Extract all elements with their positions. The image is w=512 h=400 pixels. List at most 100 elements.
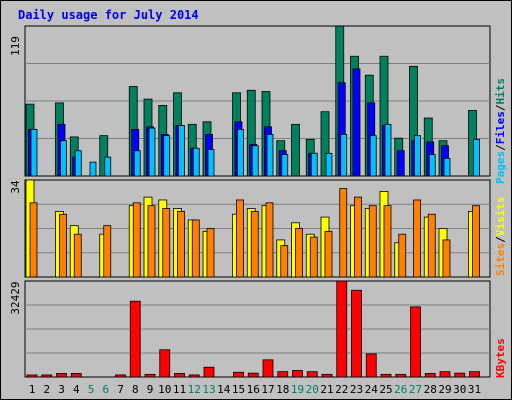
pages-bar-1 bbox=[30, 128, 38, 177]
kbytes-bar-15 bbox=[233, 371, 244, 378]
hits-bar-21 bbox=[320, 111, 330, 177]
kbytes-bar-18 bbox=[277, 371, 289, 378]
day-label-6: 6 bbox=[102, 383, 109, 396]
sites-bar-13 bbox=[206, 228, 215, 278]
kbytes-bar-7 bbox=[115, 374, 126, 378]
sites-bar-27 bbox=[413, 199, 421, 278]
files-bar-26 bbox=[396, 150, 405, 177]
svg-text:Pages/Files/Hits: Pages/Files/Hits bbox=[494, 78, 507, 184]
day-label-24: 24 bbox=[365, 383, 379, 396]
day-label-2: 2 bbox=[43, 383, 50, 396]
day-label-11: 11 bbox=[173, 383, 186, 396]
pages-bar-5 bbox=[89, 161, 97, 177]
pages-bar-31 bbox=[473, 139, 480, 177]
pages-bar-24 bbox=[369, 135, 377, 177]
pages-bar-6 bbox=[104, 156, 112, 177]
pages-bar-8 bbox=[133, 150, 141, 177]
sites-bar-18 bbox=[280, 245, 289, 278]
day-label-30: 30 bbox=[453, 383, 466, 396]
sites-bar-3 bbox=[59, 213, 67, 278]
day-label-22: 22 bbox=[335, 383, 348, 396]
sites-bar-16 bbox=[250, 210, 259, 278]
kbytes-bar-26 bbox=[395, 373, 407, 378]
sites-bar-12 bbox=[191, 219, 200, 278]
kbytes-bar-23 bbox=[351, 289, 362, 378]
day-label-20: 20 bbox=[306, 383, 319, 396]
sites-bar-23 bbox=[354, 196, 362, 278]
day-label-14: 14 bbox=[217, 383, 231, 396]
legend-sites: Sites bbox=[494, 243, 507, 276]
pages-bar-22 bbox=[340, 134, 348, 177]
kbytes-bar-4 bbox=[70, 373, 82, 378]
day-label-19: 19 bbox=[291, 383, 304, 396]
sites-bar-22 bbox=[339, 188, 348, 278]
kbytes-bar-31 bbox=[469, 371, 480, 378]
sites-bar-21 bbox=[324, 230, 333, 278]
kbytes-bar-21 bbox=[321, 373, 333, 378]
kbytes-bar-25 bbox=[380, 373, 392, 378]
files-bar-23 bbox=[352, 68, 361, 177]
pages-bar-27 bbox=[414, 135, 421, 177]
pages-bar-28 bbox=[428, 154, 436, 177]
top-max-label: 119 bbox=[9, 36, 22, 56]
day-label-31: 31 bbox=[468, 383, 481, 396]
day-label-21: 21 bbox=[320, 383, 333, 396]
legend-sep-3: / bbox=[494, 236, 507, 243]
sites-bar-20 bbox=[309, 236, 318, 278]
kbytes-bar-10 bbox=[159, 349, 171, 378]
kbytes-bar-1 bbox=[26, 374, 38, 378]
sites-bar-1 bbox=[29, 202, 38, 278]
day-label-18: 18 bbox=[276, 383, 289, 396]
day-label-17: 17 bbox=[261, 383, 274, 396]
day-label-25: 25 bbox=[379, 383, 392, 396]
sites-bar-8 bbox=[132, 202, 141, 278]
legend-sep-2: / bbox=[494, 104, 507, 111]
pages-bar-3 bbox=[60, 140, 67, 177]
sites-bar-29 bbox=[442, 239, 451, 278]
sites-bar-24 bbox=[368, 205, 377, 278]
day-label-12: 12 bbox=[188, 383, 201, 396]
sites-bar-15 bbox=[236, 199, 244, 278]
pages-bar-17 bbox=[266, 134, 274, 177]
kbytes-bar-30 bbox=[454, 372, 466, 378]
legend-hits: Hits bbox=[494, 78, 507, 105]
pages-bar-15 bbox=[237, 128, 244, 177]
svg-text:Sites/Visits: Sites/Visits bbox=[494, 197, 507, 277]
sites-bar-17 bbox=[265, 202, 274, 278]
sites-bar-25 bbox=[383, 205, 392, 278]
kbytes-bar-28 bbox=[424, 373, 436, 378]
kbytes-bar-11 bbox=[174, 373, 185, 378]
day-label-27: 27 bbox=[409, 383, 422, 396]
sites-bar-10 bbox=[162, 208, 171, 278]
pages-bar-29 bbox=[443, 157, 451, 177]
kbytes-bar-12 bbox=[188, 374, 200, 378]
day-label-28: 28 bbox=[424, 383, 437, 396]
day-label-4: 4 bbox=[73, 383, 80, 396]
sites-bar-4 bbox=[73, 233, 82, 278]
sites-bar-9 bbox=[147, 205, 156, 278]
day-label-29: 29 bbox=[438, 383, 451, 396]
day-label-3: 3 bbox=[58, 383, 65, 396]
pages-bar-21 bbox=[325, 152, 333, 177]
kbytes-bar-3 bbox=[56, 373, 67, 378]
day-label-7: 7 bbox=[117, 383, 124, 396]
legend-pages: Pages bbox=[494, 151, 507, 184]
sites-bar-11 bbox=[177, 210, 185, 278]
mid-max-label: 34 bbox=[9, 180, 22, 194]
day-label-5: 5 bbox=[88, 383, 95, 396]
pages-bar-20 bbox=[310, 152, 318, 177]
sites-bar-19 bbox=[295, 228, 303, 278]
sites-bar-26 bbox=[398, 233, 407, 278]
pages-bar-18 bbox=[281, 154, 289, 177]
day-label-8: 8 bbox=[132, 383, 139, 396]
pages-bar-13 bbox=[207, 149, 215, 177]
day-label-1: 1 bbox=[29, 383, 36, 396]
kbytes-bar-22 bbox=[336, 280, 348, 378]
day-label-26: 26 bbox=[394, 383, 407, 396]
day-label-23: 23 bbox=[350, 383, 363, 396]
legend-files: Files bbox=[494, 111, 507, 144]
kbytes-bar-29 bbox=[439, 371, 451, 378]
pages-bar-16 bbox=[251, 145, 259, 177]
kbytes-bar-17 bbox=[262, 359, 274, 378]
